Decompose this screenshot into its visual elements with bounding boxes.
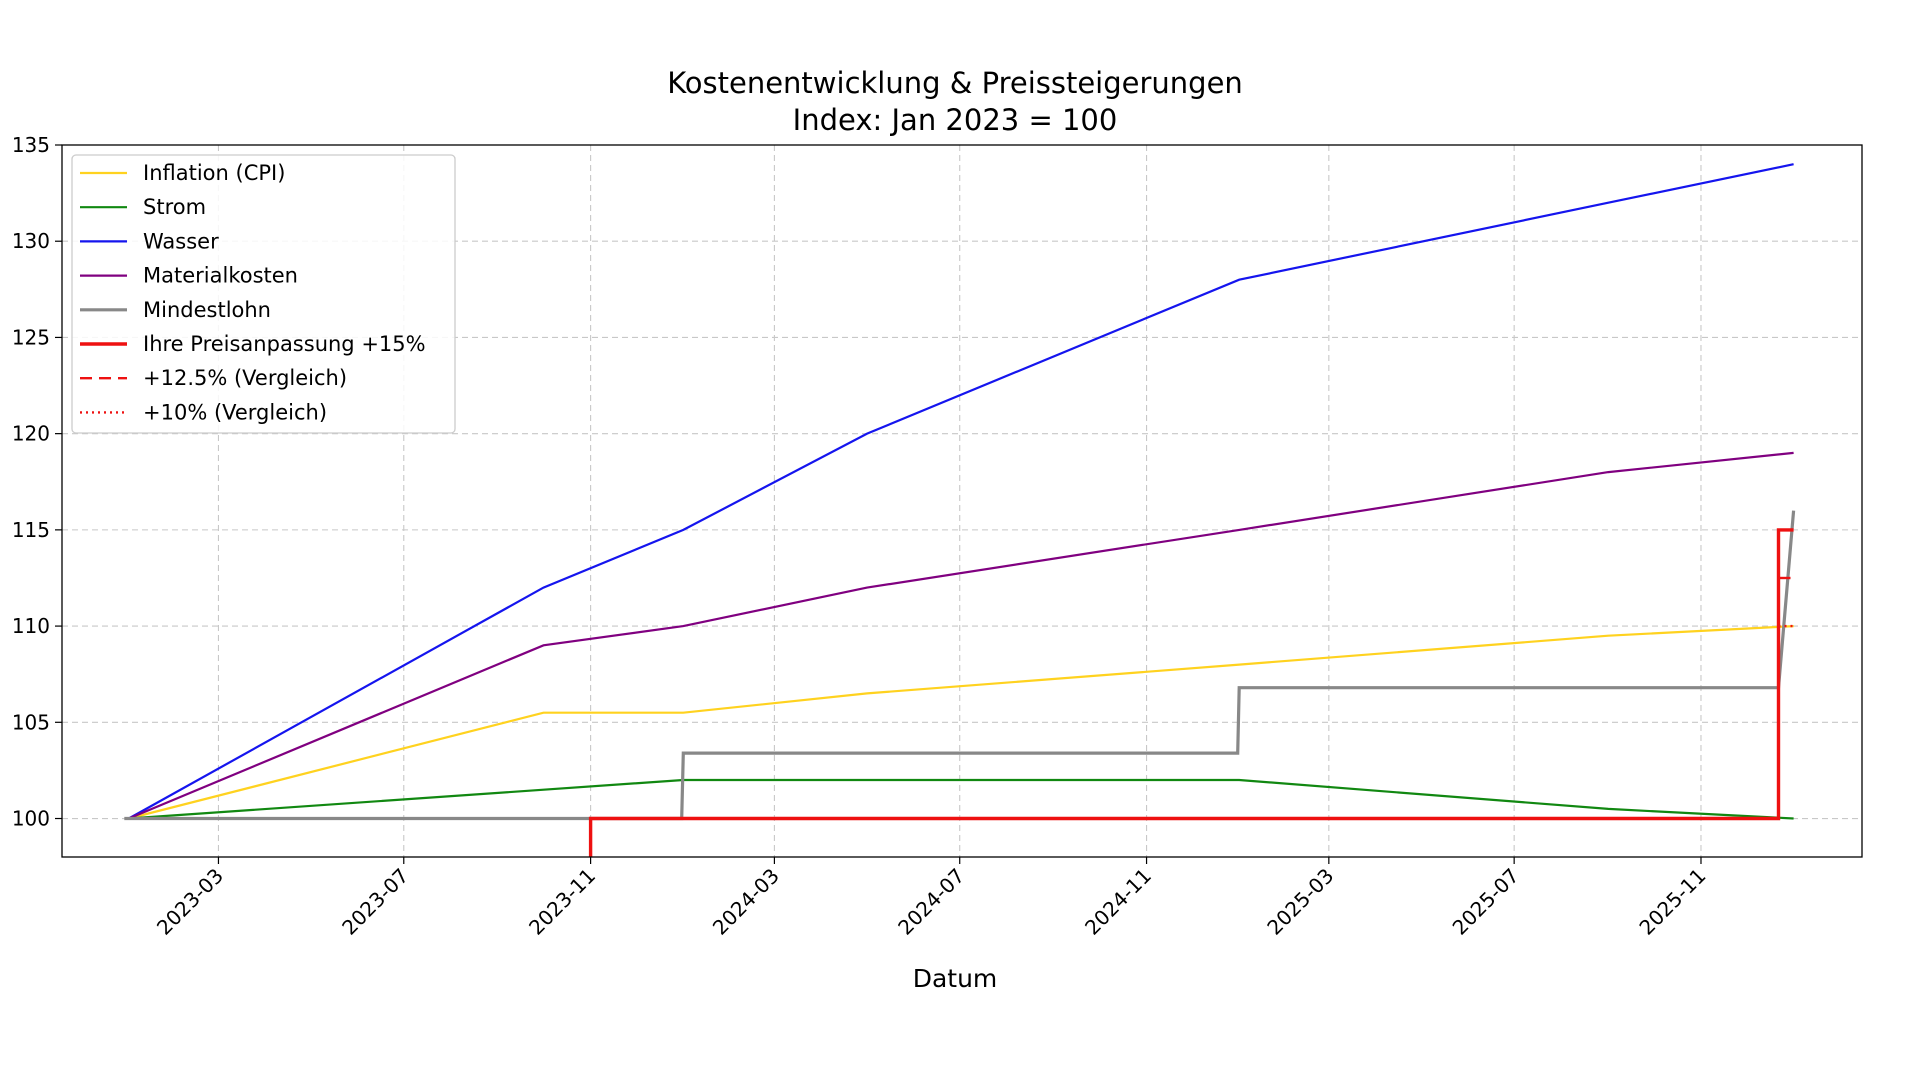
series-line-3: [128, 163, 1794, 820]
series-line-1: [128, 625, 1794, 820]
series-line-6: [588, 528, 1794, 857]
y-tick-label: 115: [12, 518, 50, 542]
plot-lines: [124, 163, 1796, 857]
legend-label: Wasser: [143, 229, 219, 253]
series-line-4: [128, 451, 1794, 820]
y-tick-label: 100: [12, 807, 50, 831]
y-tick-label: 135: [12, 133, 50, 157]
legend: Inflation (CPI) Strom Wasser Materialkosten…: [71, 154, 456, 434]
plot-frame: [61, 144, 1863, 858]
y-tick-label: 110: [12, 614, 50, 638]
x-axis-label: Datum: [913, 964, 998, 993]
y-tick-label: 120: [12, 422, 50, 446]
chart-subtitle: Index: Jan 2023 = 100: [793, 103, 1118, 137]
legend-box: [71, 154, 456, 434]
chart-title: Kostenentwicklung & Preissteigerungen: [667, 66, 1243, 100]
series-line-2: [128, 778, 1794, 820]
legend-label: +12.5% (Vergleich): [143, 366, 347, 390]
legend-label: Materialkosten: [143, 264, 298, 288]
legend-label: +10% (Vergleich): [143, 400, 327, 424]
y-tick-label: 130: [12, 229, 50, 253]
legend-label: Ihre Preisanpassung +15%: [143, 332, 426, 356]
legend-label: Mindestlohn: [143, 298, 271, 322]
legend-label: Inflation (CPI): [143, 161, 285, 185]
y-tick-label: 105: [12, 710, 50, 734]
legend-label: Strom: [143, 195, 206, 219]
y-tick-label: 125: [12, 325, 50, 349]
